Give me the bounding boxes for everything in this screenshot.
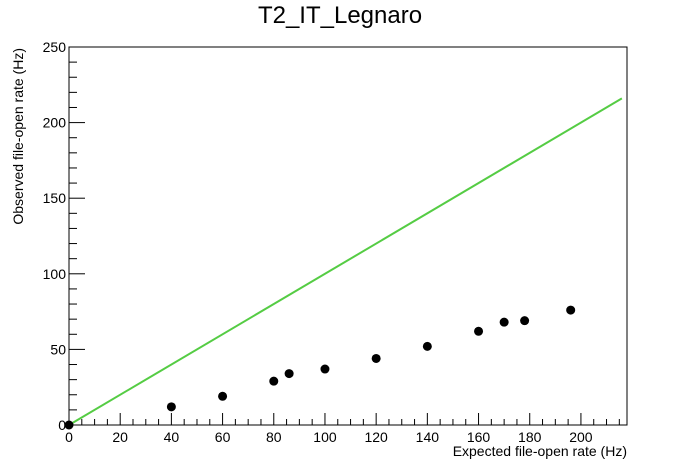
x-tick-label: 100 [313, 429, 337, 445]
y-tick-label: 50 [50, 341, 66, 357]
data-point [474, 326, 484, 336]
data-point [566, 305, 576, 315]
data-point [269, 376, 279, 386]
x-tick-label: 140 [416, 429, 440, 445]
data-point [218, 391, 228, 401]
data-point [371, 353, 381, 363]
data-point [166, 402, 176, 412]
data-point [422, 341, 432, 351]
y-tick-label: 0 [58, 417, 66, 433]
y-axis-label: Observed file-open rate (Hz) [10, 48, 26, 225]
data-point [499, 317, 509, 327]
x-tick-label: 180 [518, 429, 542, 445]
data-point [284, 369, 294, 379]
data-point [520, 316, 530, 326]
series-layer [64, 97, 623, 430]
data-point [320, 364, 330, 374]
x-tick-label: 160 [467, 429, 491, 445]
y-tick-label: 150 [43, 190, 67, 206]
x-axis-label: Expected file-open rate (Hz) [453, 443, 627, 459]
data-point [64, 420, 74, 430]
y-tick-label: 100 [43, 266, 67, 282]
reference-line [68, 97, 623, 426]
x-tick-label: 40 [164, 429, 180, 445]
plot-frame [68, 46, 628, 426]
x-tick-label: 80 [266, 429, 282, 445]
axis-ticks: 0 20 40 60 80 100 120 140 160 180 200 0 50 100 150 200 2… [43, 39, 620, 445]
chart-title: T2_IT_Legnaro [258, 2, 422, 29]
x-tick-label: 60 [215, 429, 231, 445]
x-tick-label: 0 [65, 429, 73, 445]
y-tick-label: 250 [43, 39, 67, 55]
y-tick-label: 200 [43, 115, 67, 131]
x-tick-label: 120 [364, 429, 388, 445]
x-tick-label: 20 [112, 429, 128, 445]
x-tick-label: 200 [569, 429, 593, 445]
